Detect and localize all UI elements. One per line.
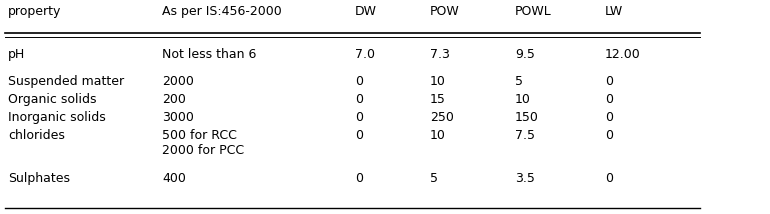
Text: Organic solids: Organic solids	[8, 93, 96, 106]
Text: chlorides: chlorides	[8, 129, 65, 142]
Text: 5: 5	[430, 172, 438, 185]
Text: 0: 0	[605, 172, 613, 185]
Text: 15: 15	[430, 93, 446, 106]
Text: LW: LW	[605, 5, 623, 18]
Text: 0: 0	[605, 111, 613, 124]
Text: 0: 0	[355, 172, 363, 185]
Text: Inorganic solids: Inorganic solids	[8, 111, 105, 124]
Text: POWL: POWL	[515, 5, 552, 18]
Text: 10: 10	[430, 75, 446, 88]
Text: 0: 0	[355, 129, 363, 142]
Text: 3.5: 3.5	[515, 172, 535, 185]
Text: DW: DW	[355, 5, 377, 18]
Text: 0: 0	[355, 111, 363, 124]
Text: 500 for RCC
2000 for PCC: 500 for RCC 2000 for PCC	[162, 129, 244, 157]
Text: 400: 400	[162, 172, 186, 185]
Text: 7.3: 7.3	[430, 48, 450, 61]
Text: As per IS:456-2000: As per IS:456-2000	[162, 5, 282, 18]
Text: 5: 5	[515, 75, 523, 88]
Text: Not less than 6: Not less than 6	[162, 48, 256, 61]
Text: 2000: 2000	[162, 75, 194, 88]
Text: 150: 150	[515, 111, 539, 124]
Text: Suspended matter: Suspended matter	[8, 75, 124, 88]
Text: 10: 10	[430, 129, 446, 142]
Text: 12.00: 12.00	[605, 48, 641, 61]
Text: 0: 0	[605, 93, 613, 106]
Text: 200: 200	[162, 93, 186, 106]
Text: property: property	[8, 5, 62, 18]
Text: 7.5: 7.5	[515, 129, 535, 142]
Text: 0: 0	[355, 75, 363, 88]
Text: 7.0: 7.0	[355, 48, 375, 61]
Text: 3000: 3000	[162, 111, 194, 124]
Text: 0: 0	[605, 75, 613, 88]
Text: 9.5: 9.5	[515, 48, 535, 61]
Text: 250: 250	[430, 111, 454, 124]
Text: 10: 10	[515, 93, 531, 106]
Text: POW: POW	[430, 5, 460, 18]
Text: 0: 0	[355, 93, 363, 106]
Text: Sulphates: Sulphates	[8, 172, 70, 185]
Text: pH: pH	[8, 48, 25, 61]
Text: 0: 0	[605, 129, 613, 142]
